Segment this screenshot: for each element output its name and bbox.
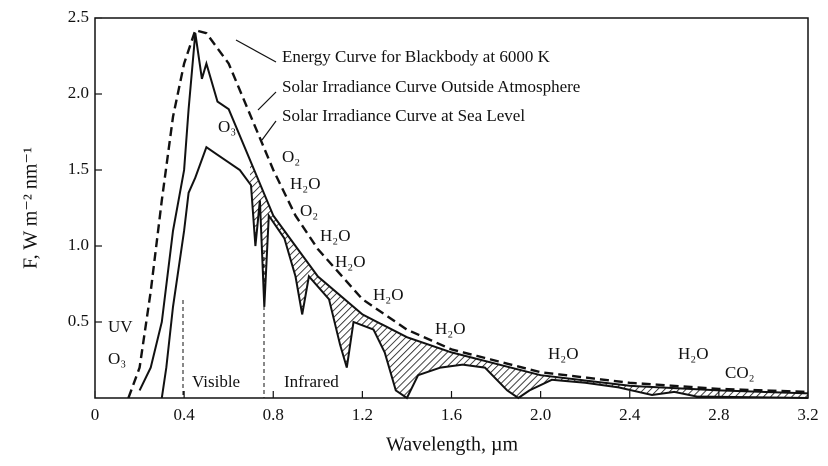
annotation: O₃ (108, 349, 126, 368)
x-tick-label: 2.0 (530, 405, 551, 424)
annotation: H₂O (548, 344, 578, 363)
series-line (127, 28, 809, 399)
annotation: Infrared (284, 372, 339, 391)
y-tick-label: 1.5 (68, 159, 89, 178)
absorption-hatch (250, 160, 808, 398)
series-line (138, 33, 809, 395)
annotation: Visible (192, 372, 240, 391)
leader-line (257, 91, 277, 111)
leader-line (235, 39, 277, 63)
x-tick-label: 1.2 (352, 405, 373, 424)
annotation: O₂ (282, 147, 300, 166)
annotation: O₂ (300, 201, 318, 220)
x-tick-label: 0 (91, 405, 100, 424)
annotation: H₂O (335, 252, 365, 271)
annotation: H₂O (435, 319, 465, 338)
y-tick-label: 2.5 (68, 7, 89, 26)
x-tick-label: 2.4 (619, 405, 641, 424)
leader-line (261, 120, 277, 141)
annotation: H₂O (320, 226, 350, 245)
x-axis-label: Wavelength, µm (386, 434, 519, 456)
annotation: H₂O (678, 344, 708, 363)
annotation: O₃ (218, 117, 236, 136)
x-tick-label: 0.8 (263, 405, 284, 424)
annotation: H₂O (373, 285, 403, 304)
annotation: UV (108, 317, 133, 336)
x-tick-label: 3.2 (797, 405, 818, 424)
y-tick-label: 1.0 (68, 235, 89, 254)
legend-label: Energy Curve for Blackbody at 6000 K (282, 47, 551, 66)
annotation: H₂O (290, 174, 320, 193)
annotation: CO₂ (725, 363, 755, 382)
y-axis-label: F, W m⁻² nm⁻¹ (20, 147, 42, 269)
y-tick-label: 0.5 (68, 311, 89, 330)
x-tick-label: 2.8 (708, 405, 729, 424)
x-tick-label: 1.6 (441, 405, 462, 424)
x-tick-label: 0.4 (174, 405, 196, 424)
legend-label: Solar Irradiance Curve Outside Atmospher… (282, 77, 580, 96)
y-tick-label: 2.0 (68, 83, 89, 102)
legend-label: Solar Irradiance Curve at Sea Level (282, 106, 525, 125)
series-line (160, 145, 809, 400)
